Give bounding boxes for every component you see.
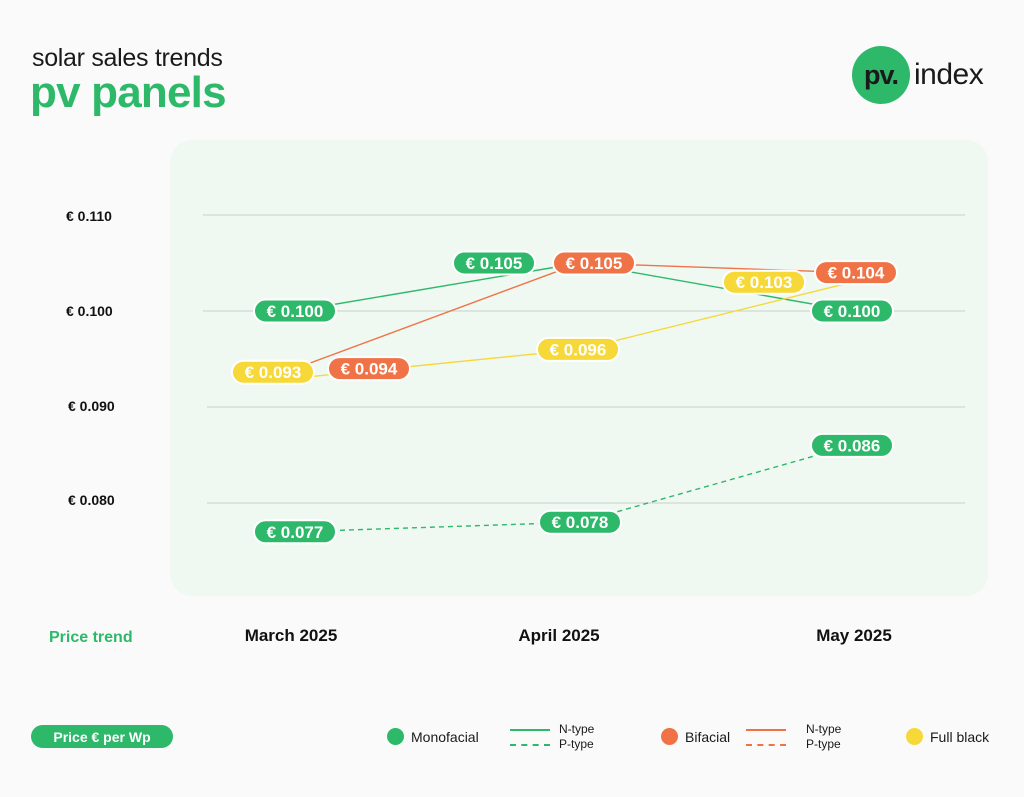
legend-monofacial-label: Monofacial	[411, 729, 479, 745]
data-point-bifacial_n	[327, 356, 411, 382]
legend-bifacial-p-line	[746, 744, 786, 746]
data-label-text: € 0.086	[824, 436, 881, 455]
data-label-mono_p: € 0.078	[538, 509, 622, 535]
pv-index-logo: pv. index	[852, 46, 984, 104]
x-tick-label: April 2025	[518, 626, 600, 645]
data-label-full_black: € 0.096	[536, 336, 620, 362]
subtitle: solar sales trends	[32, 44, 223, 72]
legend-bifacial-p-label: P-type	[806, 737, 841, 751]
data-label-mono_n: € 0.105	[452, 250, 536, 276]
data-point-bifacial_n	[552, 250, 636, 276]
legend-monofacial-dot	[387, 728, 404, 745]
data-label-text: € 0.094	[341, 360, 398, 379]
data-label-mono_n: € 0.100	[810, 298, 894, 324]
data-label-text: € 0.100	[267, 302, 324, 321]
data-point-full_black	[536, 336, 620, 362]
data-label-text: € 0.105	[566, 254, 623, 273]
legend-full-black-label: Full black	[930, 729, 990, 745]
data-label-text: € 0.103	[736, 273, 793, 292]
x-tick-label: May 2025	[816, 626, 892, 645]
data-label-text: € 0.077	[267, 523, 324, 542]
legend-monofacial-n-line	[510, 729, 550, 731]
legend-bifacial-dot	[661, 728, 678, 745]
data-label-text: € 0.105	[466, 254, 523, 273]
legend-full-black-dot	[906, 728, 923, 745]
data-label-bifacial_n: € 0.104	[814, 260, 898, 286]
y-tick-label: € 0.080	[68, 492, 115, 508]
y-tick-label: € 0.100	[66, 303, 113, 319]
data-point-mono_n	[452, 250, 536, 276]
data-label-mono_n: € 0.100	[253, 298, 337, 324]
data-point-full_black	[722, 269, 806, 295]
legend-bifacial-label: Bifacial	[685, 729, 731, 745]
logo-mark: pv.	[852, 46, 910, 104]
data-label-text: € 0.104	[828, 264, 885, 283]
data-point-mono_p	[538, 509, 622, 535]
data-label-full_black: € 0.103	[722, 269, 806, 295]
data-label-text: € 0.096	[550, 340, 607, 359]
data-point-mono_p	[253, 519, 337, 545]
data-label-text: € 0.100	[824, 302, 881, 321]
legend-bifacial-n-label: N-type	[806, 722, 842, 736]
data-label-full_black: € 0.093	[231, 359, 315, 385]
y-tick-label: € 0.090	[68, 398, 115, 414]
legend-monofacial-n-label: N-type	[559, 722, 595, 736]
y-tick-label: € 0.110	[66, 208, 112, 224]
unit-badge: Price € per Wp	[31, 725, 173, 748]
data-point-full_black	[231, 359, 315, 385]
data-point-mono_p	[810, 432, 894, 458]
logo-word: index	[914, 58, 984, 91]
data-point-mono_n	[253, 298, 337, 324]
data-label-mono_p: € 0.077	[253, 519, 337, 545]
data-point-mono_n	[810, 298, 894, 324]
data-label-text: € 0.093	[245, 363, 302, 382]
page-title: pv panels	[30, 68, 227, 117]
data-point-bifacial_n	[814, 260, 898, 286]
x-axis-caption: Price trend	[49, 629, 133, 646]
data-label-bifacial_n: € 0.094	[327, 356, 411, 382]
x-tick-label: March 2025	[244, 626, 338, 645]
legend-monofacial-p-label: P-type	[559, 737, 594, 751]
data-label-mono_p: € 0.086	[810, 432, 894, 458]
legend-monofacial-p-line	[510, 744, 550, 746]
data-label-bifacial_n: € 0.105	[552, 250, 636, 276]
data-label-text: € 0.078	[552, 513, 609, 532]
legend-bifacial-n-line	[746, 729, 786, 731]
